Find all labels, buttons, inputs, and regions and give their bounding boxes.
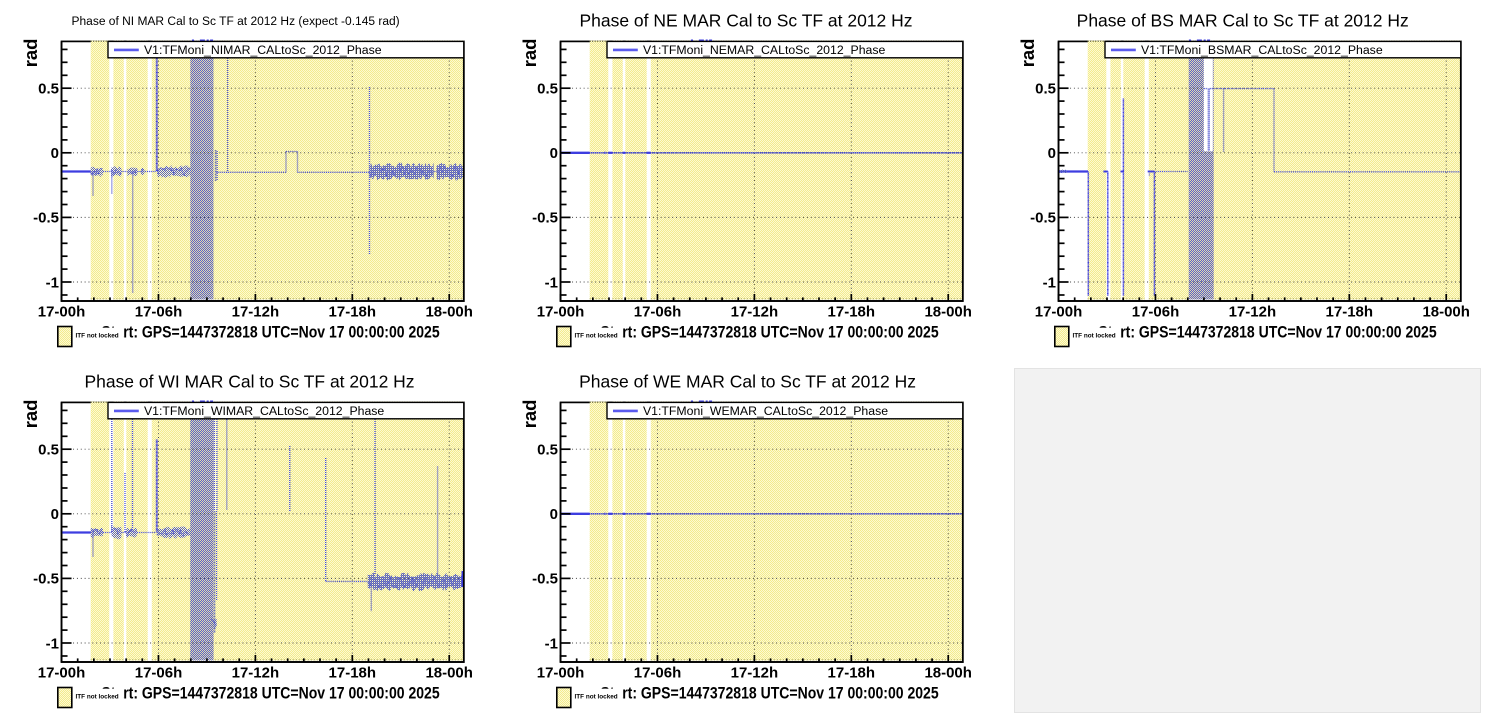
svg-text:-0.5: -0.5 <box>33 571 59 588</box>
svg-text:-1: -1 <box>544 635 557 652</box>
svg-text:17-00h: 17-00h <box>38 304 85 321</box>
svg-text:Phase of WE MAR Cal to Sc TF a: Phase of WE MAR Cal to Sc TF at 2012 Hz <box>579 372 916 392</box>
svg-text:V1:TFMoni_BSMAR_CALtoSc_2012_P: V1:TFMoni_BSMAR_CALtoSc_2012_Phase <box>1141 43 1383 57</box>
svg-text:17-18h: 17-18h <box>827 304 874 321</box>
svg-text:ITF not locked: ITF not locked <box>75 332 118 339</box>
svg-text:17-00h: 17-00h <box>536 304 583 321</box>
svg-text:Phase of NI MAR Cal to Sc TF a: Phase of NI MAR Cal to Sc TF at 2012 Hz … <box>72 14 400 28</box>
svg-text:rad: rad <box>20 400 41 429</box>
svg-text:17-06h: 17-06h <box>135 304 182 321</box>
svg-text:Phase of BS MAR Cal to Sc TF a: Phase of BS MAR Cal to Sc TF at 2012 Hz <box>1077 11 1409 31</box>
svg-text:17-12h: 17-12h <box>1229 304 1276 321</box>
svg-text:0: 0 <box>549 145 557 162</box>
svg-text:18-00h: 18-00h <box>425 665 472 682</box>
svg-text:Start: GPS=1447372818 UTC=Nov: Start: GPS=1447372818 UTC=Nov 17 00:00:0… <box>600 684 939 703</box>
svg-text:-0.5: -0.5 <box>532 210 558 227</box>
svg-text:17-12h: 17-12h <box>730 665 777 682</box>
svg-text:Start: GPS=1447372818 UTC=Nov: Start: GPS=1447372818 UTC=Nov 17 00:00:0… <box>1099 323 1438 342</box>
svg-text:17-12h: 17-12h <box>730 304 777 321</box>
svg-text:18-00h: 18-00h <box>1423 304 1470 321</box>
svg-text:18-00h: 18-00h <box>924 665 971 682</box>
svg-text:Phase of WI MAR Cal to Sc TF a: Phase of WI MAR Cal to Sc TF at 2012 Hz <box>84 372 414 392</box>
svg-text:-0.5: -0.5 <box>1030 210 1056 227</box>
svg-text:-1: -1 <box>1043 274 1056 291</box>
svg-text:V1:TFMoni_WEMAR_CALtoSc_2012_P: V1:TFMoni_WEMAR_CALtoSc_2012_Phase <box>643 404 888 418</box>
svg-text:rad: rad <box>1018 39 1039 68</box>
svg-text:-0.5: -0.5 <box>33 210 59 227</box>
svg-text:V1:TFMoni_NIMAR_CALtoSc_2012_P: V1:TFMoni_NIMAR_CALtoSc_2012_Phase <box>144 43 382 57</box>
svg-text:17-12h: 17-12h <box>232 304 279 321</box>
svg-text:ITF not locked: ITF not locked <box>574 693 617 700</box>
svg-text:17-06h: 17-06h <box>135 665 182 682</box>
svg-text:rad: rad <box>519 39 540 68</box>
svg-text:17-06h: 17-06h <box>633 304 680 321</box>
svg-text:ITF not locked: ITF not locked <box>75 693 118 700</box>
svg-text:0.5: 0.5 <box>537 442 558 459</box>
svg-text:rad: rad <box>519 400 540 429</box>
svg-text:18-00h: 18-00h <box>425 304 472 321</box>
svg-text:Phase of NE MAR Cal to Sc TF a: Phase of NE MAR Cal to Sc TF at 2012 Hz <box>579 11 912 31</box>
svg-text:V1:TFMoni_NEMAR_CALtoSc_2012_P: V1:TFMoni_NEMAR_CALtoSc_2012_Phase <box>643 43 886 57</box>
svg-text:17-00h: 17-00h <box>536 665 583 682</box>
svg-text:0.5: 0.5 <box>38 81 59 98</box>
svg-text:Start: GPS=1447372818 UTC=Nov: Start: GPS=1447372818 UTC=Nov 17 00:00:0… <box>101 323 440 342</box>
svg-text:V1:TFMoni_WIMAR_CALtoSc_2012_P: V1:TFMoni_WIMAR_CALtoSc_2012_Phase <box>144 404 384 418</box>
svg-text:0.5: 0.5 <box>1035 81 1056 98</box>
svg-text:0: 0 <box>1048 145 1056 162</box>
svg-text:0: 0 <box>549 506 557 523</box>
svg-text:ITF not locked: ITF not locked <box>574 332 617 339</box>
svg-text:17-18h: 17-18h <box>329 665 376 682</box>
svg-text:17-00h: 17-00h <box>38 665 85 682</box>
svg-text:Start: GPS=1447372818 UTC=Nov: Start: GPS=1447372818 UTC=Nov 17 00:00:0… <box>600 323 939 342</box>
svg-text:-0.5: -0.5 <box>532 571 558 588</box>
svg-text:17-18h: 17-18h <box>329 304 376 321</box>
svg-text:17-18h: 17-18h <box>1326 304 1373 321</box>
svg-text:17-06h: 17-06h <box>1132 304 1179 321</box>
svg-text:ITF not locked: ITF not locked <box>1073 332 1116 339</box>
svg-text:17-18h: 17-18h <box>827 665 874 682</box>
svg-text:0.5: 0.5 <box>38 442 59 459</box>
svg-text:17-00h: 17-00h <box>1035 304 1082 321</box>
svg-text:17-06h: 17-06h <box>633 665 680 682</box>
svg-text:0: 0 <box>51 145 59 162</box>
svg-text:0.5: 0.5 <box>537 81 558 98</box>
svg-text:-1: -1 <box>46 635 59 652</box>
svg-text:-1: -1 <box>46 274 59 291</box>
svg-text:Start: GPS=1447372818 UTC=Nov: Start: GPS=1447372818 UTC=Nov 17 00:00:0… <box>101 684 440 703</box>
svg-text:rad: rad <box>20 39 41 68</box>
svg-text:18-00h: 18-00h <box>924 304 971 321</box>
svg-text:0: 0 <box>51 506 59 523</box>
svg-text:-1: -1 <box>544 274 557 291</box>
svg-text:17-12h: 17-12h <box>232 665 279 682</box>
